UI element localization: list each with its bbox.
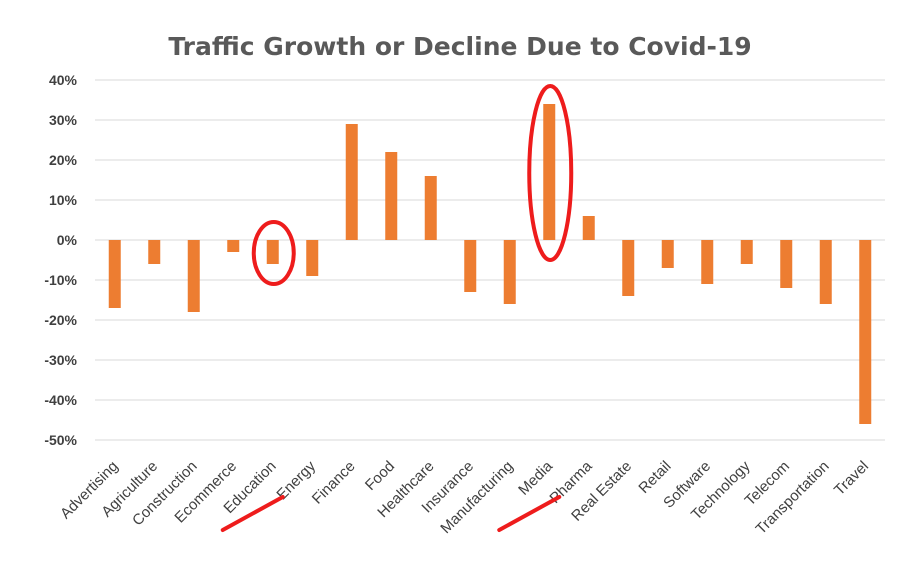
bar-transportation [819, 240, 832, 304]
gridlines [95, 79, 885, 441]
bar-software [701, 240, 714, 284]
highlight-underline-media [497, 495, 562, 532]
bar-food [385, 152, 398, 240]
bar-pharma [582, 216, 595, 240]
bar-ecommerce [227, 240, 240, 252]
x-tick-label: Travel [831, 458, 872, 499]
y-tick-label: -10% [44, 272, 77, 288]
y-tick-label: 40% [49, 72, 78, 88]
highlight-circle-media [527, 84, 574, 262]
bar-education [266, 240, 279, 264]
bar-manufacturing [503, 240, 516, 304]
bar-media [543, 104, 556, 240]
bar-agriculture [148, 240, 161, 264]
y-tick-label: 0% [57, 232, 78, 248]
x-tick-label: Food [362, 458, 398, 494]
highlight-circle-education [251, 220, 296, 286]
chart-title: Traffic Growth or Decline Due to Covid-1… [168, 32, 751, 61]
y-tick-label: -40% [44, 392, 77, 408]
y-tick-label: -30% [44, 352, 77, 368]
annotations [220, 84, 574, 532]
x-axis-ticks: AdvertisingAgricultureConstructionEcomme… [57, 457, 872, 537]
y-tick-label: 30% [49, 112, 78, 128]
y-tick-label: -20% [44, 312, 77, 328]
bar-energy [306, 240, 319, 276]
x-tick-label: Finance [309, 458, 359, 508]
y-tick-label: 20% [49, 152, 78, 168]
bar-construction [187, 240, 200, 312]
bar-retail [661, 240, 674, 268]
bar-advertising [108, 240, 121, 308]
bar-real-estate [622, 240, 635, 296]
highlight-underline-education [220, 495, 285, 532]
y-axis-ticks: 40% 30% 20% 10% 0% -10% -20% -30% -40% -50% [44, 72, 77, 448]
bar-travel [859, 240, 872, 424]
y-tick-label: -50% [44, 432, 77, 448]
bar-telecom [780, 240, 793, 288]
bar-finance [345, 124, 358, 240]
bar-technology [740, 240, 753, 264]
y-tick-label: 10% [49, 192, 78, 208]
bar-insurance [464, 240, 477, 292]
bar-healthcare [424, 176, 437, 240]
bars [108, 104, 872, 424]
